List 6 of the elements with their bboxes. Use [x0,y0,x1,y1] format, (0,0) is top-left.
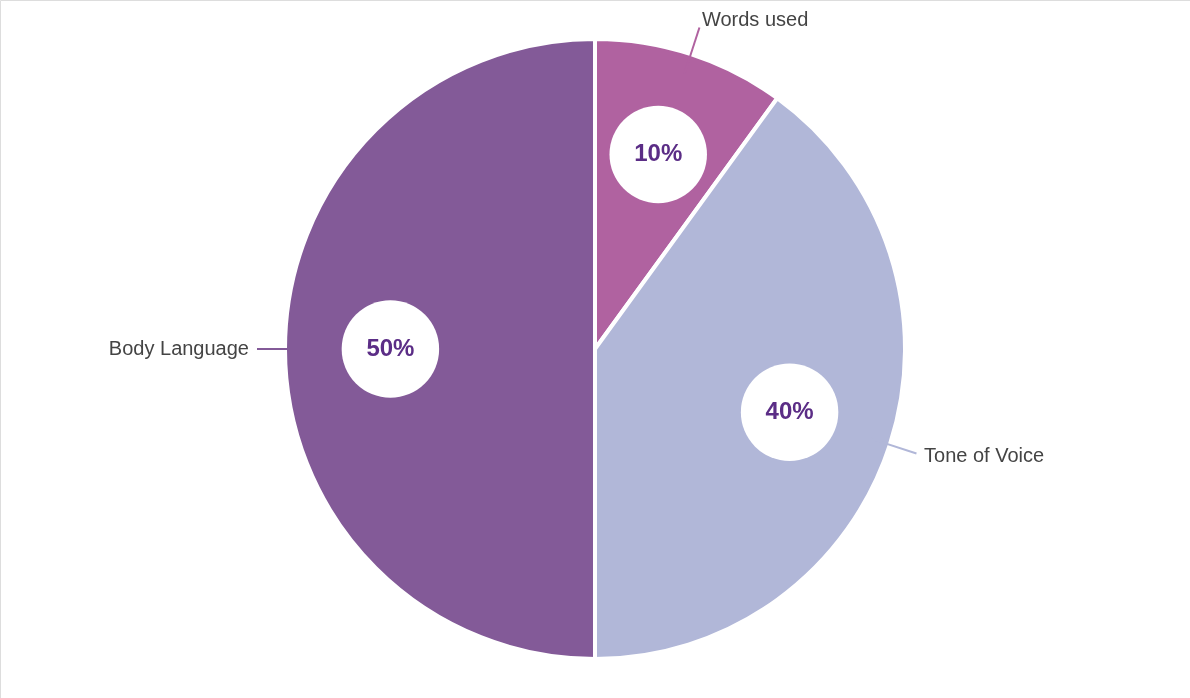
data-label: 40% [765,397,814,425]
slice-label: Body Language [108,337,249,359]
slice-label: Tone of Voice [924,443,1045,466]
data-label: 50% [366,334,415,361]
slice-label: Words used [701,7,809,30]
data-label: 10% [634,139,683,167]
